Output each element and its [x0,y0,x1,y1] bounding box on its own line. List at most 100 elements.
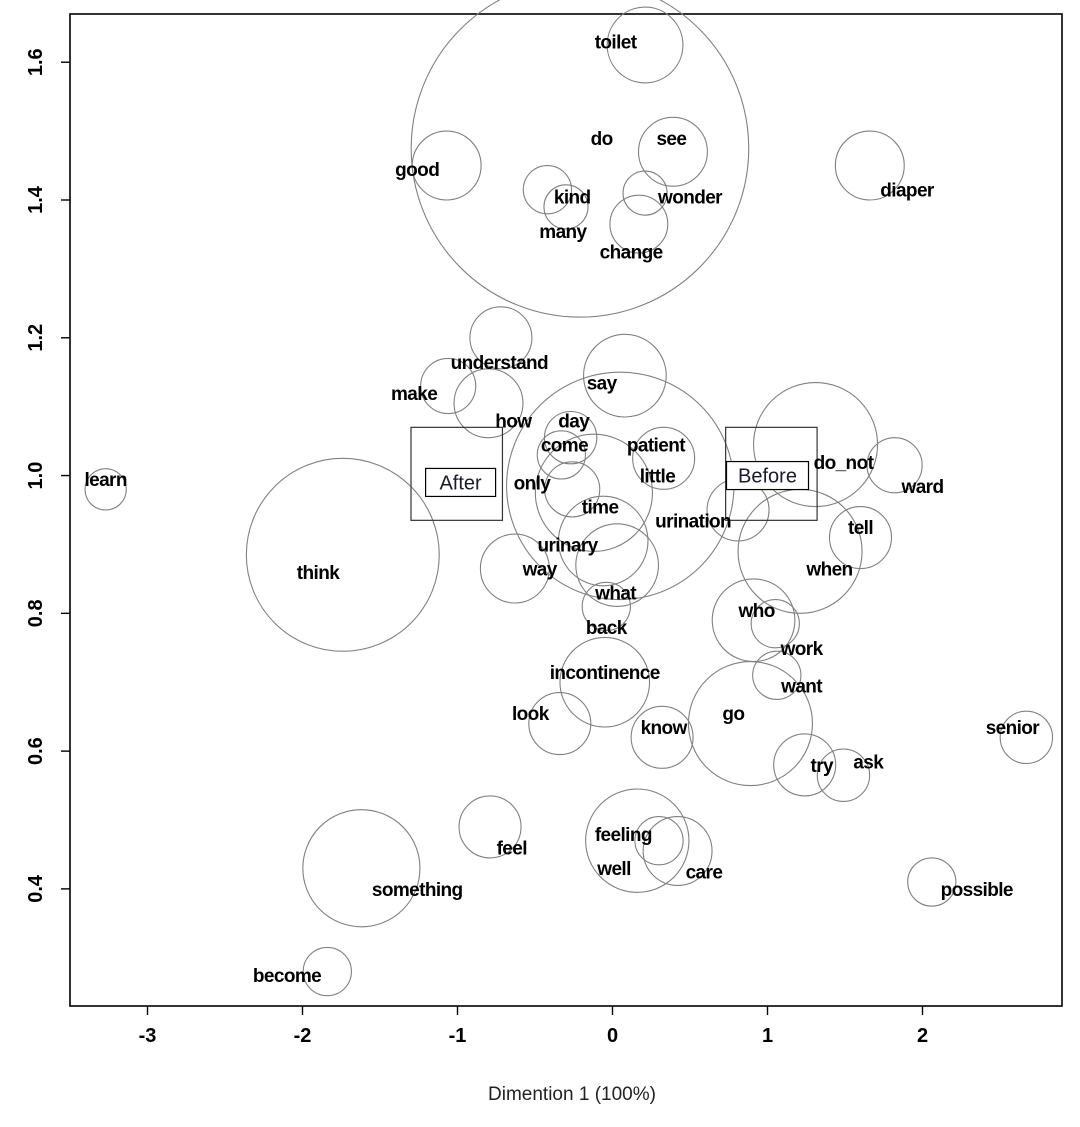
x-tick-label: 2 [917,1025,928,1047]
bubble-39 [816,748,871,802]
word-label-toilet: toilet [595,33,638,54]
word-label-tell: tell [848,518,873,539]
bubble-19 [752,382,879,508]
word-label-way: way [522,560,558,581]
word-label-something: something [372,880,463,901]
word-label-diaper: diaper [880,181,935,202]
bubble-25 [737,488,863,614]
bubble-34 [528,692,592,756]
bubble-23 [557,495,649,587]
word-label-urination: urination [655,511,731,532]
bubble-10 [583,333,667,418]
group-label-box-after [425,467,497,498]
word-label-see: see [656,129,686,150]
word-label-who: who [738,601,775,622]
bubble-18 [544,461,601,518]
bubble-28 [575,523,660,607]
word-label-think: think [297,563,340,584]
x-tick-label: -1 [449,1025,467,1047]
bubble-5 [522,165,573,215]
bubble-27 [479,533,550,604]
bubble-11 [420,357,477,415]
bubble-40 [458,795,522,859]
bubble-33 [752,650,802,700]
bubble-1 [410,0,750,318]
bubble-36 [687,661,814,787]
x-tick-label: -3 [139,1025,157,1047]
word-label-what: what [594,584,637,605]
bubble-12 [453,368,524,439]
bubble-29 [581,581,631,632]
x-tick-label: -2 [294,1025,312,1047]
y-axis: 0.4 0.6 0.8 1.0 1.2 1.4 1.6 [25,48,70,903]
group-box-before [725,426,818,521]
group-label-after: After [439,472,482,494]
bubble-32 [559,636,651,728]
bubble-20 [866,437,923,494]
bubble-17 [534,433,654,552]
word-label-how: how [495,411,532,432]
word-label-change: change [600,243,663,264]
y-tick-label: 1.4 [25,185,47,214]
group-box-after [410,426,504,521]
word-label-ward: ward [901,477,944,498]
word-label-when: when [805,560,852,581]
word-label-back: back [586,618,628,639]
x-axis-title: Dimention 1 (100%) [488,1084,656,1105]
bubble-0 [606,6,684,84]
bubble-45 [907,857,957,907]
word-label-go: go [722,704,744,725]
x-axis: -3 -2 -1 0 1 2 [139,1006,928,1047]
y-tick-label: 1.0 [25,462,47,490]
word-label-feel: feel [497,839,527,860]
word-label-become: become [253,966,321,987]
bubble-44 [302,809,421,928]
word-label-care: care [686,863,723,884]
group-label-box-before [725,460,810,491]
word-label-understand: understand [451,353,548,374]
bubble-16 [632,426,696,490]
word-label-ask: ask [853,752,884,773]
word-label-look: look [512,704,550,725]
bubble-42 [642,816,713,886]
bubble-3 [411,130,482,201]
word-label-little: little [640,467,675,488]
bubble-26 [245,457,440,652]
bubble-2 [637,116,708,187]
word-label-learn: learn [84,470,126,491]
bubble-37 [999,710,1054,765]
word-label-time: time [582,498,619,519]
word-label-try: try [811,756,835,777]
word-label-many: many [539,222,587,243]
plot-frame [69,13,1063,1007]
bubble-4 [834,130,905,201]
word-label-make: make [391,384,437,405]
word-label-incontinence: incontinence [550,663,660,684]
bubble-46 [302,946,352,997]
bubble-14 [536,430,587,480]
x-tick-label: 1 [762,1025,773,1047]
word-label-say: say [587,374,618,395]
word-label-do-not: do_not [814,453,875,474]
word-label-only: only [514,473,552,494]
word-label-possible: possible [941,880,1013,901]
y-tick-label: 0.8 [25,599,47,627]
word-label-feeling: feeling [595,825,652,846]
bubble-38 [773,733,837,797]
word-label-day: day [558,411,590,432]
word-label-come: come [541,436,588,457]
y-tick-label: 0.4 [25,874,47,903]
word-label-urinary: urinary [537,535,598,556]
y-tick-label: 1.2 [25,324,47,352]
word-label-know: know [641,718,688,739]
word-label-wonder: wonder [657,188,723,209]
word-label-work: work [780,639,824,660]
bubble-35 [630,705,694,769]
bubble-9 [469,306,533,370]
bubble-6 [622,170,668,216]
y-tick-label: 1.6 [25,48,47,76]
y-tick-label: 0.6 [25,737,47,765]
word-label-patient: patient [627,436,686,457]
bubble-21 [84,468,127,511]
